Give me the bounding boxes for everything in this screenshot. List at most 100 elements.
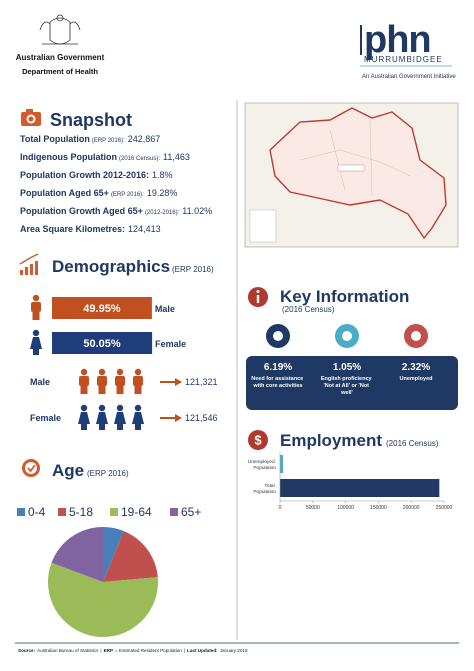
legend-label: 5-18	[69, 505, 93, 519]
section-title: Age	[52, 461, 84, 480]
count-value: 121,546	[185, 413, 218, 423]
key-info-icon-mark	[411, 331, 421, 341]
legend-swatch	[58, 508, 66, 516]
population-figure	[115, 368, 125, 394]
count-label: Female	[30, 413, 61, 423]
section-title: Key Information	[280, 287, 409, 306]
phn-region: MURRUMBIDGEE	[364, 55, 443, 64]
legs	[135, 424, 141, 430]
footer-part: = Estimated Resident Population	[115, 648, 182, 653]
phn-tagline: An Australian Government Initiative	[362, 74, 456, 80]
section-title: Snapshot	[50, 110, 132, 130]
key-info-description: English proficiency 'Not at All' or 'Not…	[321, 376, 373, 396]
legend-swatch	[110, 508, 118, 516]
body	[115, 376, 125, 386]
bar-value-label: 50.05%	[83, 338, 121, 350]
gender-icon	[30, 329, 42, 355]
section-note: (2016 Census)	[282, 305, 335, 314]
bar-category-label: Unemployed Population	[248, 459, 277, 471]
key-info-panel	[246, 356, 458, 410]
legs	[80, 386, 88, 394]
population-figure	[79, 368, 89, 394]
government-name: Australian Government	[16, 53, 105, 62]
snapshot-note: (ERP 2016):	[111, 192, 144, 198]
age-icon	[22, 459, 40, 477]
body	[78, 412, 90, 424]
bar	[280, 455, 284, 473]
section-title: Demographics	[52, 257, 170, 276]
count-value: 121,321	[185, 377, 218, 387]
snapshot-value: 19.28%	[147, 188, 178, 198]
legs	[116, 386, 124, 394]
dollar-glyph: $	[254, 433, 262, 448]
camera-icon	[21, 109, 41, 126]
snapshot-row: Area Square Kilometres: 124,413	[20, 224, 161, 234]
snapshot-row: Population Growth 2012-2016: 1.8%	[20, 170, 173, 180]
population-figure	[78, 404, 90, 430]
population-figure	[132, 404, 144, 430]
head	[116, 404, 124, 412]
gender-bar	[52, 297, 152, 319]
snapshot-value: 11,463	[163, 152, 190, 162]
head	[32, 294, 40, 302]
legend-swatch	[170, 508, 178, 516]
head	[98, 404, 106, 412]
dollar-icon: $	[248, 430, 268, 450]
footer-source: Source: Australian Bureau of Statistics | E…	[18, 648, 248, 653]
pie-slice	[51, 527, 103, 582]
bar-label: Female	[155, 339, 186, 349]
head	[98, 368, 106, 376]
population-figure	[97, 368, 107, 394]
key-info-value: 6.19%	[264, 362, 292, 373]
section-note: (2016 Census)	[386, 439, 439, 448]
key-info-value: 1.05%	[333, 362, 361, 373]
legend-label: 0-4	[28, 505, 46, 519]
x-tick-label: 0	[279, 505, 282, 511]
key-info-icon-mark	[273, 331, 283, 341]
snapshot-label: Population Growth 2012-2016:	[20, 170, 149, 180]
snapshot-row: Population Aged 65+ (ERP 2016): 19.28%	[20, 188, 177, 198]
head	[80, 404, 88, 412]
region-map	[244, 102, 459, 248]
footer-part: ERP	[104, 648, 113, 653]
pie-slice	[48, 562, 158, 637]
body	[31, 302, 41, 312]
x-tick-label: 100000	[337, 505, 354, 511]
body	[96, 412, 108, 424]
key-info-value: 2.32%	[402, 362, 430, 373]
head	[134, 404, 142, 412]
snapshot-value: 11.02%	[182, 206, 212, 216]
snapshot-row: Total Population (ERP 2016): 242,867	[20, 134, 160, 144]
legs	[99, 424, 105, 430]
bar	[280, 479, 440, 497]
footer-part: Source:	[18, 648, 36, 653]
legs	[134, 386, 142, 394]
legs	[117, 424, 123, 430]
population-figure	[114, 404, 126, 430]
head	[80, 368, 88, 376]
snapshot-note: (ERP 2016):	[92, 138, 125, 144]
logo-bar	[360, 25, 362, 55]
key-info-description: Unemployed	[399, 376, 432, 382]
department-name: Department of Health	[22, 67, 98, 76]
key-info-description: Need for assistance with core activities	[251, 376, 305, 389]
snapshot-label: Population Aged 65+	[20, 188, 109, 198]
snapshot-note: (2016 Census):	[119, 156, 160, 162]
count-label: Male	[30, 377, 50, 387]
body	[132, 412, 144, 424]
snapshot-label: Total Population	[20, 134, 90, 144]
legs	[32, 312, 40, 320]
bar-category-label: Total Population	[253, 483, 276, 495]
head	[32, 329, 40, 337]
x-tick-label: 150000	[370, 505, 387, 511]
gender-bar	[52, 332, 153, 354]
footer-part: January 2018	[220, 648, 248, 653]
legs	[98, 386, 106, 394]
legs	[81, 424, 87, 430]
body	[133, 376, 143, 386]
bar-value-label: 49.95%	[83, 303, 121, 315]
crest	[39, 14, 81, 45]
footer-part: Australian Bureau of Statistics	[37, 648, 99, 653]
